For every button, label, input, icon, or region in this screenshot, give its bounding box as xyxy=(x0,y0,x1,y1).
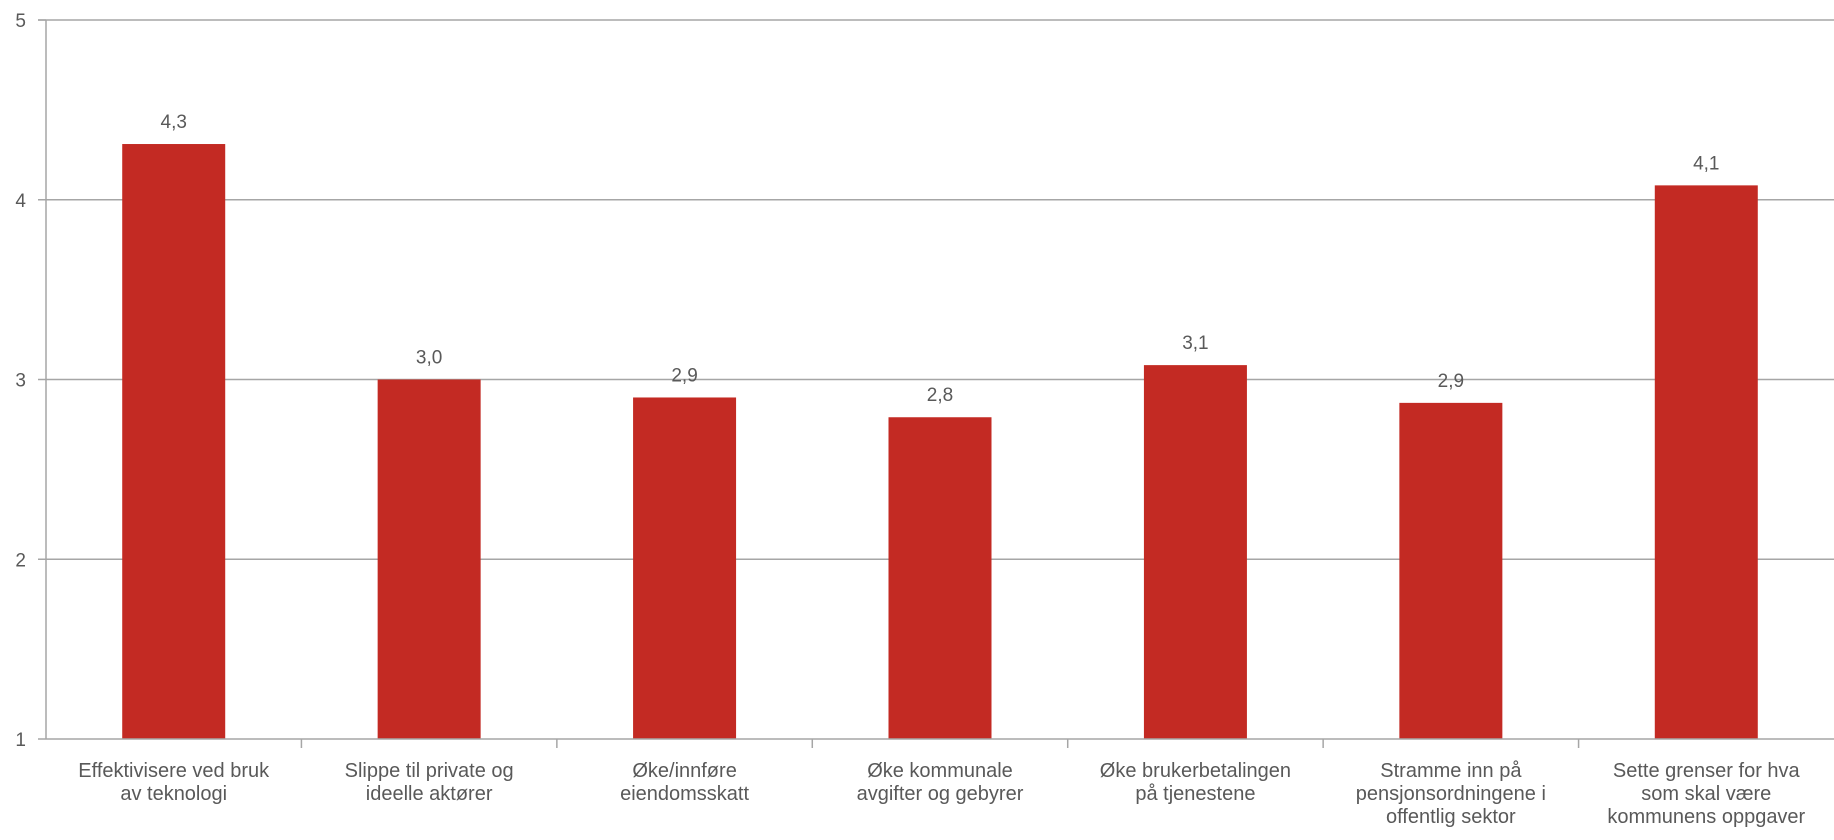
data-label: 3,1 xyxy=(1182,333,1208,354)
data-label: 2,9 xyxy=(671,365,697,386)
category-label-line: Øke kommunale xyxy=(867,760,1013,782)
axes xyxy=(38,19,1834,748)
category-label-line: kommunens oppgaver xyxy=(1607,806,1805,828)
y-tick-label: 2 xyxy=(15,550,26,571)
data-label: 4,1 xyxy=(1693,153,1719,174)
bar xyxy=(1654,185,1758,739)
category-label-line: Effektivisere ved bruk xyxy=(78,760,270,782)
bar xyxy=(633,397,737,739)
data-label: 2,8 xyxy=(927,385,953,406)
data-labels: 4,3 3,0 2,9 2,8 3,1 2,9 4,1 xyxy=(161,112,1720,406)
y-axis-ticks: 1 2 3 4 5 xyxy=(15,11,26,751)
bar xyxy=(1143,365,1247,739)
bars xyxy=(122,144,1758,740)
category-label-line: pensjonsordningene i xyxy=(1356,783,1546,805)
category-label-line: som skal være xyxy=(1641,783,1771,805)
category-labels: Effektivisere ved bruk av teknologi Slippe… xyxy=(78,760,1805,828)
data-label: 4,3 xyxy=(161,112,187,133)
data-label: 2,9 xyxy=(1438,371,1464,392)
category-label-line: Øke brukerbetalingen xyxy=(1100,760,1291,782)
bar xyxy=(1399,402,1503,739)
y-tick-label: 3 xyxy=(15,371,26,392)
bar xyxy=(888,417,992,739)
bar xyxy=(377,379,481,739)
category-label: Stramme inn på pensjonsordningene i offent… xyxy=(1356,760,1546,828)
category-label: Slippe til private og ideelle aktører xyxy=(345,760,514,805)
category-label-line: på tjenestene xyxy=(1135,783,1255,805)
y-tick-label: 4 xyxy=(15,191,26,212)
bar xyxy=(122,144,226,740)
category-label-line: avgifter og gebyrer xyxy=(857,783,1024,805)
category-label: Øke brukerbetalingen på tjenestene xyxy=(1100,760,1291,805)
category-label-line: offentlig sektor xyxy=(1386,806,1516,828)
category-label-line: av teknologi xyxy=(120,783,227,805)
category-label-line: Sette grenser for hva xyxy=(1613,760,1801,782)
category-label-line: ideelle aktører xyxy=(366,783,493,805)
category-label: Øke kommunale avgifter og gebyrer xyxy=(857,760,1024,805)
category-label-line: Øke/innføre xyxy=(632,760,736,782)
category-label: Sette grenser for hva som skal være kommun… xyxy=(1607,760,1805,828)
y-tick-label: 1 xyxy=(15,730,26,751)
category-label-line: Slippe til private og xyxy=(345,760,514,782)
y-tick-label: 5 xyxy=(15,11,26,32)
data-label: 3,0 xyxy=(416,348,442,369)
category-label: Effektivisere ved bruk av teknologi xyxy=(78,760,270,805)
category-label: Øke/innføre eiendomsskatt xyxy=(620,760,749,805)
category-label-line: eiendomsskatt xyxy=(620,783,749,805)
category-label-line: Stramme inn på xyxy=(1380,760,1522,782)
